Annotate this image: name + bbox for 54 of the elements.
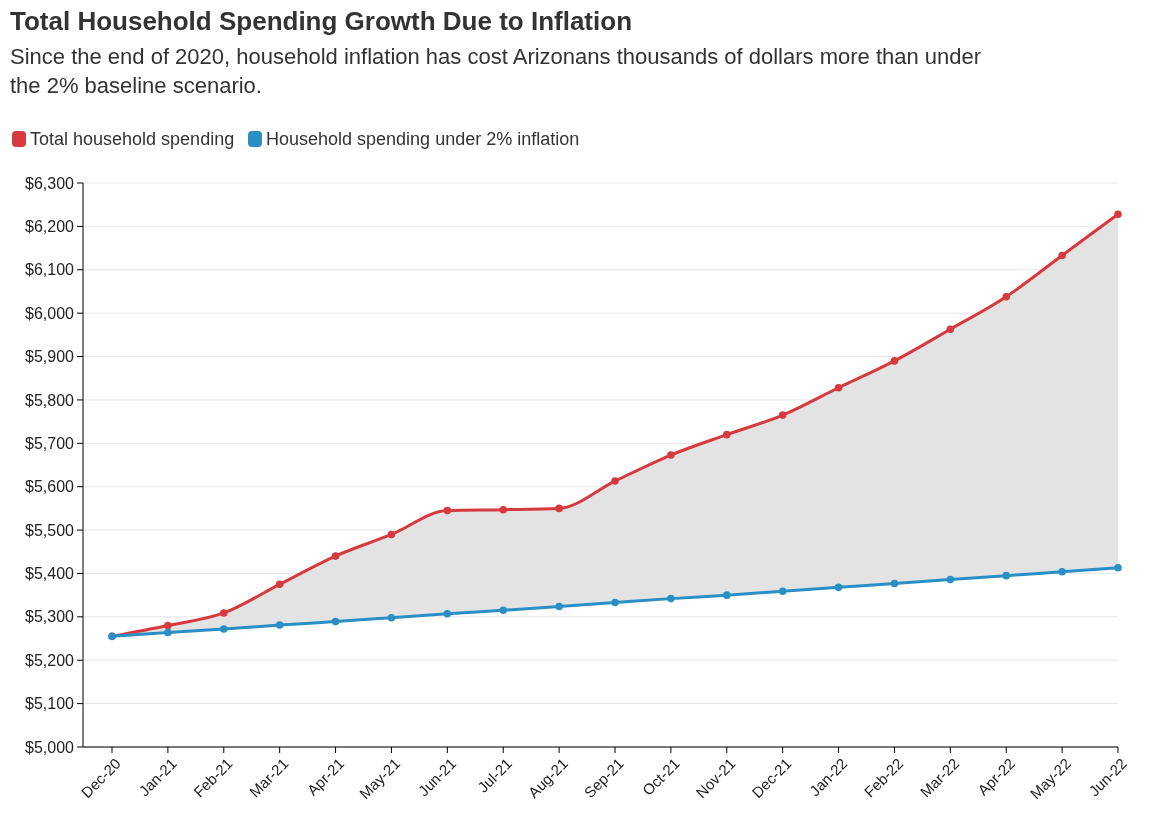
point: [555, 602, 563, 611]
y-tick-label: $5,700: [25, 434, 75, 452]
point: [667, 451, 675, 459]
point: [834, 583, 843, 592]
y-tick-label: $5,600: [25, 478, 75, 496]
point: [722, 591, 731, 599]
point: [164, 628, 172, 637]
point: [555, 504, 563, 513]
point: [946, 325, 955, 333]
y-tick-label: $5,900: [25, 348, 75, 366]
point: [834, 384, 843, 392]
point: [1114, 564, 1122, 572]
point: [387, 613, 396, 622]
point: [890, 579, 899, 588]
y-tick-label: $5,000: [25, 738, 75, 756]
y-tick-label: $5,500: [25, 521, 75, 539]
point: [1002, 571, 1011, 580]
point: [1114, 210, 1122, 219]
chart-title: Total Household Spending Growth Due to Inflation: [10, 6, 633, 36]
point: [1058, 567, 1066, 576]
y-tick-label: $5,800: [25, 391, 75, 409]
legend-label: Household spending under 2% inflation: [266, 129, 580, 150]
y-tick-label: $6,100: [25, 261, 75, 279]
point: [443, 506, 452, 515]
point: [1002, 292, 1011, 301]
point: [611, 598, 619, 607]
chart-subtitle: Since the end of 2020, household inflation has cost Arizonans thousands of dollars more than under the 2% baseline scenario.: [10, 44, 982, 98]
point: [275, 621, 284, 629]
point: [499, 606, 508, 615]
point: [443, 610, 452, 618]
y-tick-label: $5,200: [25, 651, 75, 669]
y-tick-label: $6,000: [25, 304, 75, 322]
point: [219, 609, 228, 617]
point: [219, 625, 228, 633]
y-tick-label: $5,400: [25, 565, 75, 583]
point: [331, 552, 340, 560]
y-tick-label: $6,200: [25, 217, 75, 235]
point: [1058, 251, 1066, 260]
point: [890, 357, 899, 365]
point: [778, 587, 787, 596]
point: [722, 430, 731, 439]
point: [667, 594, 675, 603]
y-tick-label: $5,300: [25, 608, 75, 626]
point: [331, 617, 340, 626]
legend-label: Total household spending: [30, 129, 235, 150]
point: [946, 575, 955, 584]
point: [387, 530, 396, 539]
point: [499, 505, 508, 514]
point: [611, 477, 619, 485]
point: [275, 580, 284, 589]
y-tick-label: $5,100: [25, 695, 75, 713]
y-tick-label: $6,300: [25, 174, 75, 192]
point: [778, 411, 787, 419]
point: [164, 621, 172, 630]
